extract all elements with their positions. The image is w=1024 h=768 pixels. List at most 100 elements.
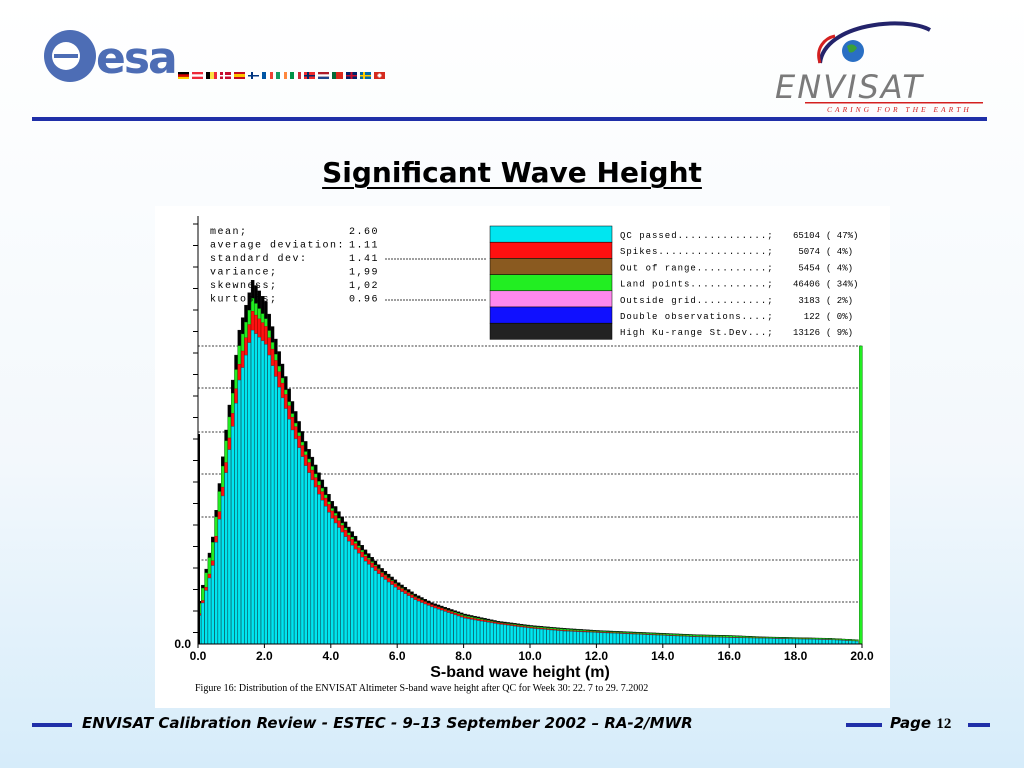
legend-count: 65104 xyxy=(793,231,820,241)
histogram-bar xyxy=(539,628,544,645)
histogram-bar xyxy=(589,632,593,645)
legend-swatch xyxy=(489,274,613,292)
envisat-logo: ENVISAT CARING FOR THE EARTH xyxy=(775,21,983,114)
x-tick-label: 18.0 xyxy=(784,649,808,663)
histogram-bar xyxy=(240,367,245,645)
x-tick-label: 10.0 xyxy=(518,649,542,663)
histogram-bar xyxy=(818,639,823,645)
histogram-bar xyxy=(370,567,374,645)
histogram-bar xyxy=(290,429,295,645)
histogram-bar xyxy=(652,634,657,645)
x-tick-label: 16.0 xyxy=(718,649,742,663)
histogram-bar xyxy=(260,340,265,645)
histogram-bar xyxy=(669,635,673,645)
stat-value: 1,99 xyxy=(349,268,379,279)
histogram-bar xyxy=(476,620,481,645)
histogram-bar xyxy=(556,630,560,645)
histogram-bar xyxy=(317,494,321,645)
histogram-bar xyxy=(755,637,759,645)
histogram-bar xyxy=(682,636,686,645)
stat-value: 2.60 xyxy=(349,227,379,238)
histogram-bar xyxy=(380,576,384,645)
histogram-bar xyxy=(230,426,235,645)
histogram-bar xyxy=(649,634,653,645)
stat-label: standard dev: xyxy=(210,253,308,265)
histogram-bar xyxy=(390,584,394,645)
histogram-bar xyxy=(841,640,846,645)
histogram-bar xyxy=(795,638,799,645)
histogram-bar xyxy=(729,637,733,645)
legend-swatch xyxy=(489,241,613,259)
histogram-bar xyxy=(327,512,331,645)
histogram-bar xyxy=(748,637,753,645)
histogram-bar xyxy=(602,632,607,645)
legend-count: 46406 xyxy=(793,280,820,290)
legend-swatch xyxy=(489,290,613,308)
histogram-bar xyxy=(828,639,833,645)
legend-swatch xyxy=(489,225,613,243)
histogram-bar xyxy=(483,621,487,645)
legend-label: Double observations....; xyxy=(620,312,774,322)
histogram-bar xyxy=(433,607,437,645)
legend-pct: ( 4%) xyxy=(826,263,853,273)
histogram-bar xyxy=(320,500,325,645)
histogram-bar xyxy=(247,342,252,645)
legend-pct: ( 9%) xyxy=(826,328,853,338)
histogram-bar xyxy=(576,631,580,645)
footer-page-number: 12 xyxy=(936,716,952,732)
histogram-bar xyxy=(400,591,404,645)
histogram-bar xyxy=(274,376,278,645)
esa-logo-text: esa xyxy=(96,33,176,84)
x-axis-label: S-band wave height (m) xyxy=(430,664,610,681)
histogram-bar xyxy=(762,638,766,645)
histogram-bar xyxy=(639,634,643,645)
histogram-bar xyxy=(277,386,281,645)
legend-count: 13126 xyxy=(793,328,820,338)
histogram-bar xyxy=(629,633,633,645)
histogram-bar xyxy=(815,639,819,645)
histogram-bar xyxy=(662,635,667,645)
histogram-bar xyxy=(416,601,421,645)
figure-caption: Figure 16: Distribution of the ENVISAT A… xyxy=(195,683,649,694)
histogram-bar xyxy=(672,635,676,645)
histogram-bar xyxy=(705,636,710,645)
histogram-bar xyxy=(715,637,720,645)
histogram-bar xyxy=(436,608,441,645)
histogram-bar xyxy=(207,577,212,645)
histogram-bar xyxy=(612,633,617,645)
histogram-bar xyxy=(264,344,268,645)
histogram-bar xyxy=(426,605,431,645)
footer-page-label: Page xyxy=(890,714,932,732)
legend-pct: ( 2%) xyxy=(826,296,853,306)
histogram-bar xyxy=(546,629,550,645)
histogram-bar xyxy=(526,627,530,645)
histogram-bar xyxy=(516,626,520,645)
histogram-bar xyxy=(357,553,361,645)
legend-count: 3183 xyxy=(798,296,820,306)
histogram-bar xyxy=(214,542,218,645)
histogram-bar xyxy=(533,628,537,645)
histogram-bar xyxy=(201,602,205,645)
histogram-bar xyxy=(563,630,567,645)
histogram-bar xyxy=(393,587,398,645)
histogram-bar xyxy=(778,638,783,645)
histogram-bar xyxy=(204,590,208,645)
histogram-bar xyxy=(758,638,763,645)
histogram-bar xyxy=(420,602,424,645)
histogram-bar xyxy=(845,640,849,645)
histogram-bar xyxy=(250,329,255,645)
histogram-bar xyxy=(785,638,789,645)
histogram-bar xyxy=(695,636,700,645)
histogram-bar xyxy=(287,419,291,645)
histogram-bar xyxy=(367,564,371,645)
histogram-bar xyxy=(772,638,776,645)
histogram-bar xyxy=(675,635,680,645)
histogram-bar xyxy=(373,570,378,645)
histogram-bar xyxy=(466,618,471,645)
histogram-bar xyxy=(396,589,401,645)
histogram-bar xyxy=(506,625,510,645)
histogram-bar xyxy=(486,622,491,645)
stat-label: average deviation: xyxy=(210,240,345,252)
histogram-bar xyxy=(406,595,411,645)
legend-label: Out of range...........; xyxy=(620,263,774,273)
